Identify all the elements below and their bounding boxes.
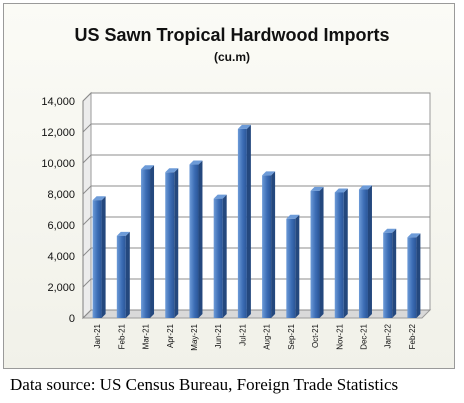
bar-front (92, 200, 102, 318)
bar (358, 185, 372, 318)
bar-side (198, 160, 203, 318)
x-tick-label: Apr-21 (166, 323, 175, 348)
bar-top (383, 228, 397, 233)
x-tick-label: May-21 (190, 323, 199, 350)
y-tick-label: 6,000 (47, 220, 75, 232)
bar-top (310, 186, 324, 191)
bar-top (237, 124, 251, 129)
bars (92, 124, 421, 319)
bar (92, 196, 106, 318)
x-tick-label: Dec-21 (359, 323, 368, 349)
bar (310, 186, 324, 318)
bar-top (116, 231, 130, 236)
bar-side (343, 188, 348, 318)
bar-side (319, 186, 324, 318)
x-tick-label: Mar-21 (142, 323, 151, 349)
bar (286, 214, 300, 318)
bar-top (262, 171, 276, 176)
bar-side (367, 185, 372, 318)
bar-top (92, 196, 106, 201)
bar (383, 228, 397, 318)
y-tick-label: 0 (69, 313, 75, 325)
bar-side (246, 124, 251, 319)
plot-area (81, 91, 432, 320)
plot-floor (81, 309, 432, 319)
bar (213, 194, 227, 318)
x-tick-label: Nov-21 (335, 323, 344, 349)
y-tick-label: 8,000 (47, 189, 75, 201)
x-tick-label: Jan-21 (93, 323, 102, 348)
bar-side (174, 168, 179, 318)
bar-front (383, 232, 393, 318)
bar (407, 233, 421, 318)
bar (262, 171, 276, 318)
gridline (82, 92, 430, 102)
chart-subtitle: (cu.m) (214, 50, 250, 64)
bar-side (295, 214, 300, 318)
bar-side (150, 165, 155, 318)
bar-side (125, 231, 130, 318)
bar-side (101, 196, 106, 318)
bar-side (222, 194, 227, 318)
bar (189, 160, 203, 318)
bar-front (310, 190, 320, 318)
bar-front (407, 237, 417, 318)
bar-front (334, 192, 344, 318)
bar-top (213, 194, 227, 199)
x-tick-label: Aug-21 (263, 323, 272, 349)
y-axis-ticks: 0 2,000 4,000 6,000 8,000 10,000 12,000 14,000 (41, 96, 75, 325)
bar-side (271, 171, 276, 318)
source-note: Data source: US Census Bureau, Foreign T… (10, 375, 399, 394)
bar (334, 188, 348, 318)
y-tick-label: 2,000 (47, 282, 75, 294)
bar (165, 168, 179, 318)
x-tick-label: Sep-21 (287, 323, 296, 349)
x-tick-label: Jun-21 (214, 323, 223, 348)
bar-side (392, 228, 397, 318)
bar-top (165, 168, 179, 173)
gridline (82, 154, 430, 164)
x-axis-ticks: Jan-21 Feb-21 Mar-21 Apr-21 May-21 Jun-21 Jul-… (93, 323, 417, 350)
bar-front (237, 128, 247, 318)
y-tick-label: 14,000 (41, 96, 75, 108)
bar (237, 124, 251, 319)
bar-side (416, 233, 421, 318)
x-tick-label: Jan-22 (384, 323, 393, 348)
bar-top (334, 188, 348, 193)
x-tick-label: Oct-21 (311, 323, 320, 348)
y-tick-label: 12,000 (41, 127, 75, 139)
bar-top (141, 165, 155, 170)
bar-chart: 02,0004,0006,0008,00010,00012,00014,000 … (41, 91, 432, 351)
bar-top (407, 233, 421, 238)
bar-front (141, 169, 151, 318)
gridline (82, 123, 430, 133)
bar-top (286, 214, 300, 219)
chart-title: US Sawn Tropical Hardwood Imports (74, 25, 390, 45)
y-tick-label: 10,000 (41, 158, 75, 170)
bar-front (358, 189, 368, 318)
bar-top (358, 185, 372, 190)
bar-front (213, 198, 223, 318)
x-tick-label: Feb-21 (117, 323, 126, 349)
bar (116, 231, 130, 318)
x-tick-label: Feb-22 (408, 323, 417, 349)
bar-front (165, 172, 175, 318)
y-tick-label: 4,000 (47, 251, 75, 263)
bar-front (116, 235, 126, 318)
bar-front (262, 175, 272, 318)
bar (141, 165, 155, 318)
x-tick-label: Jul-21 (238, 323, 247, 345)
bar-top (189, 160, 203, 165)
bar-front (189, 164, 199, 318)
plot-side-wall (82, 91, 92, 320)
bar-front (286, 218, 296, 318)
gridline (82, 185, 430, 195)
